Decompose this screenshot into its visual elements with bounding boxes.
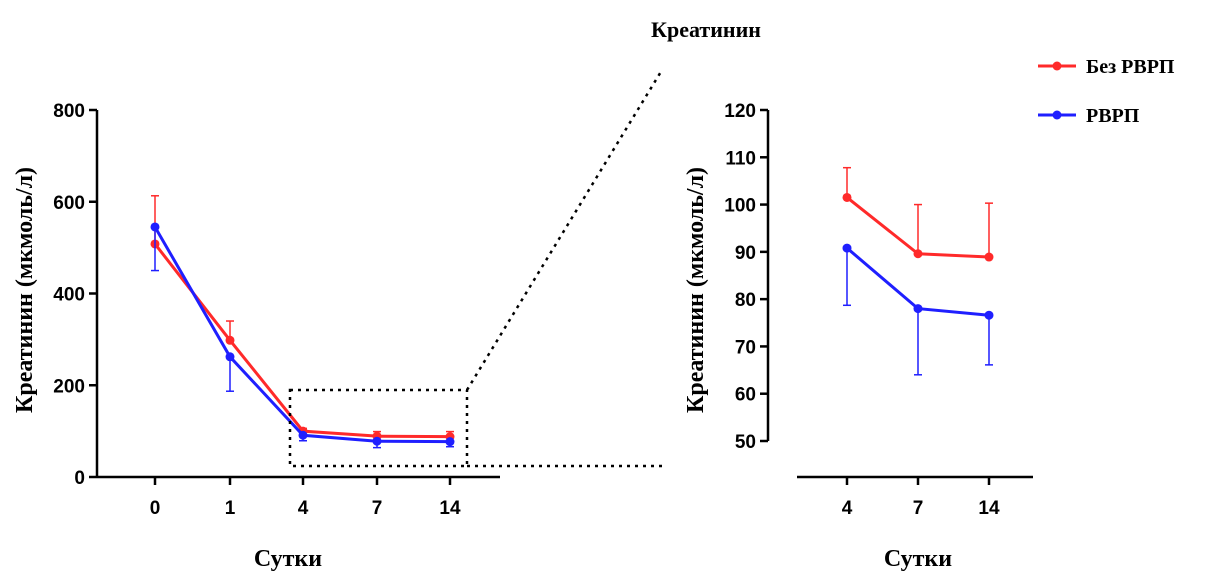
legend-item: Без РВРП [1038, 56, 1175, 78]
y-tick-label: 800 [53, 101, 85, 122]
zoom-line-top [465, 69, 664, 391]
x-tick-label: 14 [439, 498, 461, 519]
x-tick-label: 14 [978, 498, 1000, 519]
legend-label: Без РВРП [1086, 56, 1175, 78]
y-tick-label: 60 [735, 385, 756, 406]
data-point [445, 437, 455, 447]
data-point [984, 310, 994, 320]
left-y-axis-title: Креатинин (мкмоль/л) [12, 167, 38, 413]
right-panel: 50 60 70 80 90 100 110 120 4 7 14 Креатинин (мкмо… [683, 101, 1033, 572]
chart-title: Креатинин [651, 17, 761, 42]
data-point [150, 222, 160, 232]
y-tick-label: 100 [724, 196, 756, 217]
legend-label: РВРП [1086, 105, 1140, 127]
data-point [372, 436, 382, 446]
data-point [984, 252, 994, 262]
y-tick-label: 200 [53, 376, 85, 397]
x-tick-label: 1 [225, 498, 236, 519]
series-line [153, 243, 451, 439]
right-y-axis-title: Креатинин (мкмоль/л) [683, 167, 709, 413]
y-tick-label: 70 [735, 337, 756, 358]
data-point [913, 304, 923, 314]
legend-item: РВРП [1038, 105, 1140, 127]
y-tick-label: 90 [735, 243, 756, 264]
y-tick-label: 110 [725, 148, 756, 169]
y-tick-label: 600 [53, 193, 85, 214]
y-tick-label: 400 [53, 285, 85, 306]
data-point [842, 192, 852, 202]
y-tick-label: 120 [724, 101, 756, 122]
y-tick-label: 80 [735, 290, 756, 311]
x-tick-label: 4 [298, 498, 309, 519]
x-tick-label: 7 [913, 498, 924, 519]
data-point [225, 352, 235, 362]
legend-swatch-point [1052, 110, 1062, 120]
data-point [225, 335, 235, 345]
x-tick-label: 7 [372, 498, 383, 519]
legend-swatch-point [1052, 61, 1062, 71]
zoom-indicator [288, 69, 664, 468]
series-0 [150, 195, 455, 442]
series-1 [842, 243, 994, 376]
right-x-axis-title: Сутки [884, 546, 952, 572]
y-tick-label: 0 [74, 468, 85, 489]
data-point [913, 249, 923, 259]
series-line [153, 226, 451, 444]
data-point [842, 243, 852, 253]
y-tick-label: 50 [735, 432, 756, 453]
x-tick-label: 0 [150, 498, 161, 519]
legend: Без РВРП РВРП [1038, 56, 1175, 127]
series-0 [842, 166, 994, 262]
series-1 [150, 222, 455, 449]
zoom-box [288, 388, 469, 468]
x-tick-label: 4 [842, 498, 853, 519]
left-x-axis-title: Сутки [254, 546, 322, 572]
data-point [298, 430, 308, 440]
